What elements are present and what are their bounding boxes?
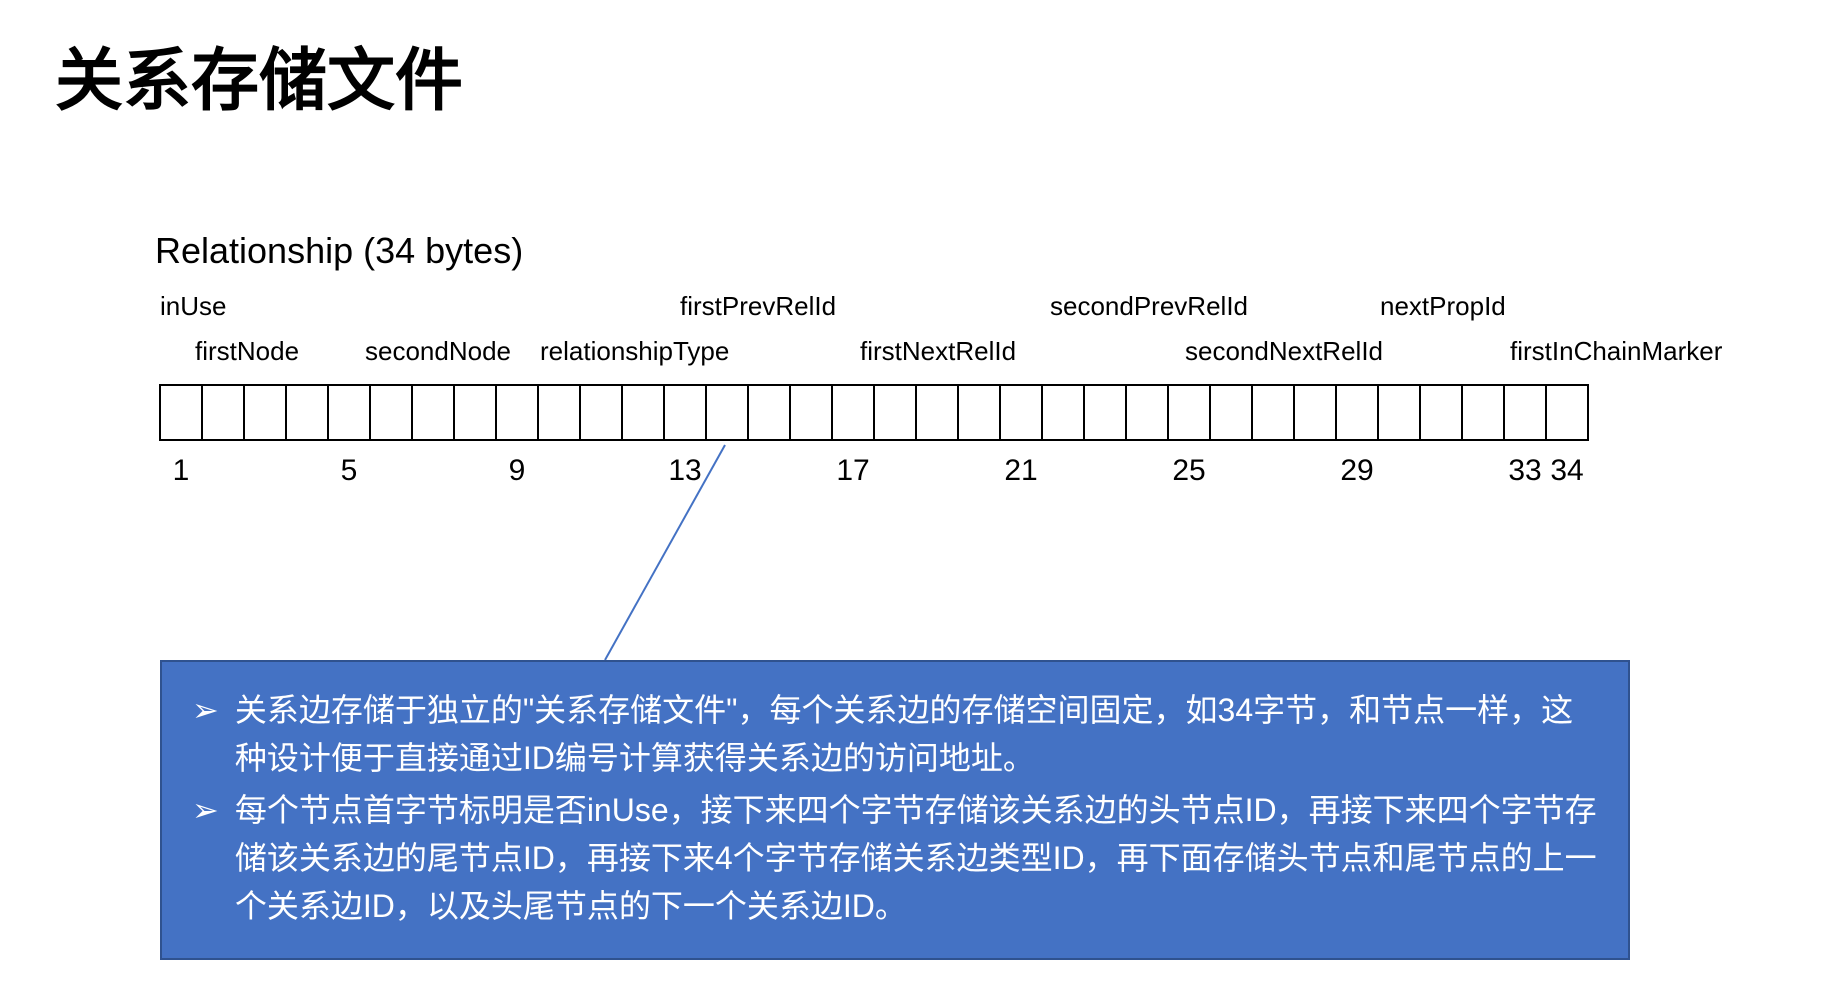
bullet-text: 每个节点首字节标明是否inUse，接下来四个字节存储该关系边的头节点ID，再接下… bbox=[235, 786, 1598, 930]
callout-box: ➢ 关系边存储于独立的"关系存储文件"，每个关系边的存储空间固定，如34字节，和… bbox=[160, 660, 1630, 960]
byte-number: 9 bbox=[509, 454, 526, 487]
byte-cell bbox=[538, 385, 580, 440]
byte-number: 21 bbox=[1004, 454, 1037, 487]
byte-cell bbox=[664, 385, 706, 440]
byte-cell bbox=[1126, 385, 1168, 440]
field-label: firstNode bbox=[195, 336, 299, 366]
byte-number: 1 bbox=[173, 454, 190, 487]
byte-cell bbox=[832, 385, 874, 440]
byte-cell bbox=[706, 385, 748, 440]
byte-cell bbox=[202, 385, 244, 440]
bullet-text: 关系边存储于独立的"关系存储文件"，每个关系边的存储空间固定，如34字节，和节点… bbox=[235, 686, 1598, 782]
byte-cell bbox=[412, 385, 454, 440]
byte-cell bbox=[328, 385, 370, 440]
byte-cell bbox=[1210, 385, 1252, 440]
byte-cell bbox=[1546, 385, 1588, 440]
bullet-item: ➢ 每个节点首字节标明是否inUse，接下来四个字节存储该关系边的头节点ID，再… bbox=[192, 786, 1598, 930]
byte-number: 13 bbox=[668, 454, 701, 487]
byte-diagram: inUse firstPrevRelId secondPrevRelId nextPr… bbox=[140, 280, 1740, 660]
byte-cell bbox=[1420, 385, 1462, 440]
byte-number: 17 bbox=[836, 454, 869, 487]
byte-number: 34 bbox=[1550, 454, 1583, 487]
byte-cell bbox=[1168, 385, 1210, 440]
byte-cell bbox=[748, 385, 790, 440]
byte-cell bbox=[496, 385, 538, 440]
byte-cell bbox=[580, 385, 622, 440]
byte-cell bbox=[622, 385, 664, 440]
byte-number: 33 bbox=[1508, 454, 1541, 487]
field-label: firstPrevRelId bbox=[680, 291, 836, 321]
byte-cell bbox=[1084, 385, 1126, 440]
field-label: secondPrevRelId bbox=[1050, 291, 1248, 321]
byte-cell bbox=[160, 385, 202, 440]
byte-cell bbox=[1336, 385, 1378, 440]
page-title: 关系存储文件 bbox=[55, 25, 463, 124]
field-label: secondNode bbox=[365, 336, 511, 366]
field-label: relationshipType bbox=[540, 336, 729, 366]
byte-cell bbox=[1504, 385, 1546, 440]
byte-number: 29 bbox=[1340, 454, 1373, 487]
byte-cell bbox=[790, 385, 832, 440]
byte-cell bbox=[286, 385, 328, 440]
byte-cell bbox=[916, 385, 958, 440]
bullet-marker: ➢ bbox=[192, 686, 219, 782]
byte-cell bbox=[1462, 385, 1504, 440]
field-label: inUse bbox=[160, 291, 226, 321]
bullet-marker: ➢ bbox=[192, 786, 219, 930]
byte-number: 5 bbox=[341, 454, 358, 487]
byte-cell bbox=[958, 385, 1000, 440]
bullet-item: ➢ 关系边存储于独立的"关系存储文件"，每个关系边的存储空间固定，如34字节，和… bbox=[192, 686, 1598, 782]
byte-cell bbox=[1378, 385, 1420, 440]
byte-cell bbox=[370, 385, 412, 440]
connector-line bbox=[605, 445, 725, 660]
byte-cell bbox=[244, 385, 286, 440]
byte-cell bbox=[874, 385, 916, 440]
byte-cell bbox=[1000, 385, 1042, 440]
field-label: secondNextRelId bbox=[1185, 336, 1383, 366]
byte-cell bbox=[1042, 385, 1084, 440]
byte-cell bbox=[1294, 385, 1336, 440]
byte-cell bbox=[454, 385, 496, 440]
byte-number: 25 bbox=[1172, 454, 1205, 487]
byte-cell bbox=[1252, 385, 1294, 440]
field-label: nextPropId bbox=[1380, 291, 1506, 321]
field-label: firstNextRelId bbox=[860, 336, 1016, 366]
diagram-title: Relationship (34 bytes) bbox=[155, 230, 523, 272]
field-label: firstInChainMarker bbox=[1510, 336, 1723, 366]
